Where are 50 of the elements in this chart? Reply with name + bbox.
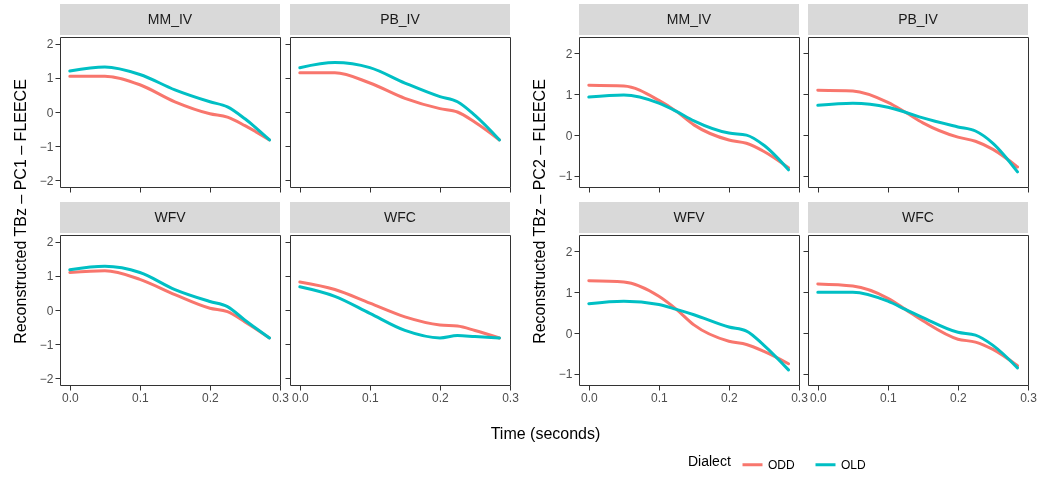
- chart-title: WFV: [154, 209, 187, 225]
- y-tick-label: 1: [46, 71, 54, 86]
- y-axis-title: Reconstructed TBz – PC2 – FLEECE: [530, 79, 548, 344]
- y-tick-label: −1: [39, 337, 54, 352]
- y-tick-label: −1: [558, 169, 573, 184]
- chart-title: WFV: [673, 209, 706, 225]
- x-tick-label: 0.0: [291, 390, 309, 405]
- y-tick-label: −2: [39, 173, 54, 188]
- chart-title: PB_IV: [898, 11, 939, 27]
- x-tick-label: 0.3: [272, 390, 290, 405]
- x-tick-label: 0.1: [880, 390, 898, 405]
- chart-title: MM_IV: [147, 11, 193, 27]
- y-tick-label: −2: [39, 371, 54, 386]
- y-tick-label: 0: [565, 326, 573, 341]
- x-tick-label: 0.0: [61, 390, 79, 405]
- y-tick-label: 1: [565, 87, 573, 102]
- line-series: [587, 299, 790, 372]
- y-tick-label: 2: [565, 244, 573, 259]
- y-axis-title: Reconstructed TBz – PC1 – FLEECE: [11, 79, 29, 344]
- y-tick-label: 0: [565, 128, 573, 143]
- chart-title: WFC: [902, 209, 934, 225]
- y-tick-label: 2: [565, 46, 573, 61]
- chart-title: PB_IV: [380, 11, 421, 27]
- x-tick-label: 0.0: [809, 390, 827, 405]
- y-tick-label: 1: [46, 269, 54, 284]
- legend-title: Dialect: [688, 453, 731, 469]
- line-series: [587, 279, 790, 366]
- y-tick-label: −1: [558, 367, 573, 382]
- x-axis-title: Time (seconds): [490, 424, 601, 442]
- x-tick-label: 0.1: [362, 390, 380, 405]
- y-tick-label: 0: [46, 105, 54, 120]
- x-tick-label: 0.3: [791, 390, 809, 405]
- y-tick-label: 2: [46, 37, 54, 52]
- x-tick-label: 0.2: [432, 390, 450, 405]
- x-tick-label: 0.2: [721, 390, 739, 405]
- y-tick-label: 2: [46, 235, 54, 250]
- chart-title: WFC: [384, 209, 416, 225]
- x-tick-label: 0.2: [202, 390, 220, 405]
- y-tick-label: −1: [39, 139, 54, 154]
- x-tick-label: 0.1: [651, 390, 669, 405]
- x-tick-label: 0.3: [502, 390, 520, 405]
- y-tick-label: 0: [46, 303, 54, 318]
- x-tick-label: 0.0: [580, 390, 598, 405]
- x-tick-label: 0.3: [1020, 390, 1038, 405]
- y-tick-label: 1: [565, 285, 573, 300]
- x-tick-label: 0.2: [950, 390, 968, 405]
- legend-label: ODD: [768, 457, 795, 472]
- x-tick-label: 0.1: [132, 390, 150, 405]
- legend-label: OLD: [841, 457, 867, 472]
- chart-title: MM_IV: [666, 11, 712, 27]
